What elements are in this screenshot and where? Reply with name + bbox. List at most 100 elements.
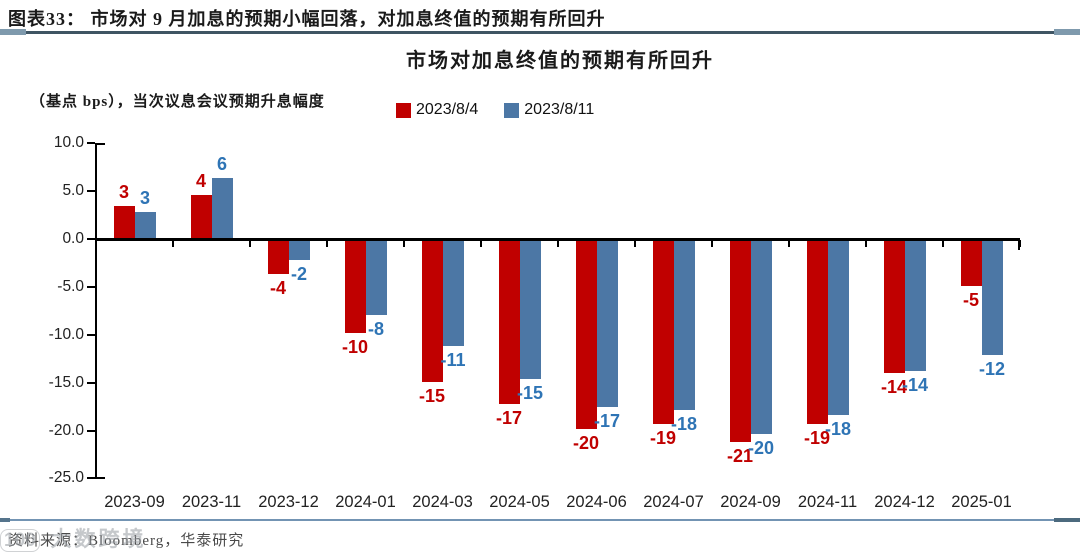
value-label-2023/8/11-2024-03: -11: [440, 350, 466, 371]
y-axis-line: [95, 143, 97, 479]
legend-swatch-blue: [504, 102, 520, 118]
value-label-2023/8/4-2025-01: -5: [962, 289, 979, 310]
value-label-2023/8/11-2024-01: -8: [367, 318, 384, 339]
source-text: 资料来源：Bloomberg，华泰研究: [8, 533, 245, 549]
bar-2023/8/4-2023-11: [190, 195, 212, 239]
bar-2023/8/11-2024-12: [904, 239, 926, 372]
y-tick--5: [87, 285, 95, 288]
x-tick-label-2024-01: 2024-01: [335, 493, 396, 511]
value-label-2023/8/11-2024-12: -14: [901, 375, 928, 396]
legend-swatch-red: [396, 102, 411, 118]
bar-2023/8/11-2023-09: [134, 212, 156, 239]
x-tick-label-2024-11: 2024-11: [797, 493, 858, 511]
value-label-2023/8/4-2024-09: -21: [726, 446, 753, 466]
bar-2023/8/11-2024-01: [365, 239, 387, 315]
y-axis-bottom-stub: [95, 476, 105, 479]
bar-2023/8/4-2023-09: [113, 206, 135, 239]
x-tick-label-2023-12: 2023-12: [258, 493, 319, 511]
value-label-2023/8/11-2024-11: -18: [824, 419, 851, 440]
x-boundary-tick-5: [480, 240, 482, 247]
legend-item-series2: 2023/8/11: [504, 101, 594, 119]
bar-2023/8/11-2024-05: [519, 239, 541, 379]
x-tick-label-2024-05: 2024-05: [489, 493, 550, 511]
y-tick-label-10: 10.0: [53, 134, 84, 152]
legend: 2023/8/4 2023/8/11: [396, 101, 594, 119]
footer-rule-cap-left: [0, 518, 10, 522]
value-label-2023/8/4-2024-11: -19: [803, 427, 830, 448]
x-boundary-tick-2: [249, 240, 251, 247]
x-tick-label-2023-11: 2023-11: [181, 493, 242, 511]
y-tick-label-5: 5.0: [62, 182, 84, 200]
bar-2023/8/11-2024-03: [442, 239, 464, 347]
header-rule-cap-left: [0, 29, 26, 35]
x-tick-label-2024-06: 2024-06: [566, 493, 627, 511]
y-tick--15: [87, 381, 95, 384]
watermark: 100 大数跨境: [0, 523, 147, 553]
x-boundary-tick-8: [711, 240, 713, 247]
bar-2023/8/11-2024-09: [750, 239, 772, 435]
y-axis-unit-label: （基点 bps），当次议息会议预期升息幅度: [30, 94, 325, 110]
x-boundary-tick-9: [788, 240, 790, 247]
value-label-2023/8/11-2025-01: -12: [978, 358, 1005, 379]
chart-title: 市场对加息终值的预期有所回升: [406, 50, 714, 72]
legend-label-series2: 2023/8/11: [524, 101, 595, 118]
bar-2023/8/11-2023-11: [211, 177, 233, 239]
watermark-logo: 100: [0, 529, 40, 552]
figure-header-title: 图表33： 市场对 9 月加息的预期小幅回落，对加息终值的预期有所回升: [8, 9, 606, 29]
bar-2023/8/11-2024-06: [596, 239, 618, 407]
y-tick-label--15: -15.0: [48, 373, 84, 391]
x-boundary-tick-3: [326, 240, 328, 247]
y-tick--25: [87, 477, 95, 480]
bar-2023/8/4-2024-01: [344, 239, 366, 333]
y-tick-5: [87, 190, 95, 193]
bar-2023/8/4-2024-05: [498, 239, 520, 404]
x-boundary-tick-1: [172, 240, 174, 247]
y-axis-top-stub: [95, 143, 105, 145]
value-label-2023/8/4-2024-06: -20: [572, 432, 599, 453]
y-tick-label--25: -25.0: [48, 469, 84, 487]
legend-item-series1: 2023/8/4: [396, 101, 478, 119]
value-label-2023/8/11-2024-05: -15: [516, 382, 543, 403]
x-tick-label-2024-12: 2024-12: [874, 493, 935, 511]
legend-label-series1: 2023/8/4: [416, 101, 479, 118]
value-label-2023/8/4-2023-11: 4: [195, 171, 206, 191]
x-axis-right-stub: [1018, 237, 1020, 250]
y-tick-label-0: 0.0: [62, 230, 84, 247]
x-boundary-tick-12: [1019, 240, 1021, 247]
x-tick-label-2024-09: 2024-09: [720, 493, 781, 511]
value-label-2023/8/11-2023-11: 6: [216, 153, 227, 174]
value-label-2023/8/4-2024-01: -10: [341, 336, 368, 357]
bar-2023/8/4-2024-12: [883, 239, 905, 373]
x-tick-label-2023-09: 2023-09: [104, 493, 165, 511]
x-tick-label-2025-01: 2025-01: [951, 493, 1012, 511]
value-label-2023/8/4-2024-05: -17: [495, 407, 522, 428]
header-rule-cap-right: [1054, 29, 1080, 35]
x-tick-label-2024-07: 2024-07: [643, 493, 704, 511]
bar-2023/8/4-2024-07: [652, 239, 674, 424]
x-tick-label-2024-03: 2024-03: [412, 493, 473, 511]
x-axis-zero-line: [95, 237, 1020, 241]
y-tick-label--10: -10.0: [48, 325, 84, 343]
x-boundary-tick-11: [942, 240, 944, 247]
x-boundary-tick-6: [557, 240, 559, 247]
bar-2023/8/11-2025-01: [981, 239, 1003, 355]
value-label-2023/8/11-2023-09: 3: [139, 188, 150, 209]
bar-2023/8/11-2024-07: [673, 239, 695, 411]
value-label-2023/8/11-2023-12: -2: [290, 264, 307, 285]
y-tick-10: [87, 142, 95, 145]
bar-2023/8/11-2024-11: [827, 239, 849, 416]
header-rule: [0, 31, 1080, 34]
y-tick-label--5: -5.0: [57, 277, 84, 295]
value-label-2023/8/4-2023-12: -4: [269, 278, 286, 299]
y-tick-label--20: -20.0: [48, 421, 84, 439]
bar-2023/8/4-2024-09: [729, 239, 751, 442]
footer-rule-cap-right: [1054, 518, 1080, 522]
value-label-2023/8/11-2024-07: -18: [670, 414, 697, 435]
x-boundary-tick-7: [634, 240, 636, 247]
x-boundary-tick-4: [403, 240, 405, 247]
bar-2023/8/4-2024-11: [806, 239, 828, 424]
bar-2023/8/4-2023-12: [267, 239, 289, 275]
bar-2023/8/11-2023-12: [288, 239, 310, 261]
